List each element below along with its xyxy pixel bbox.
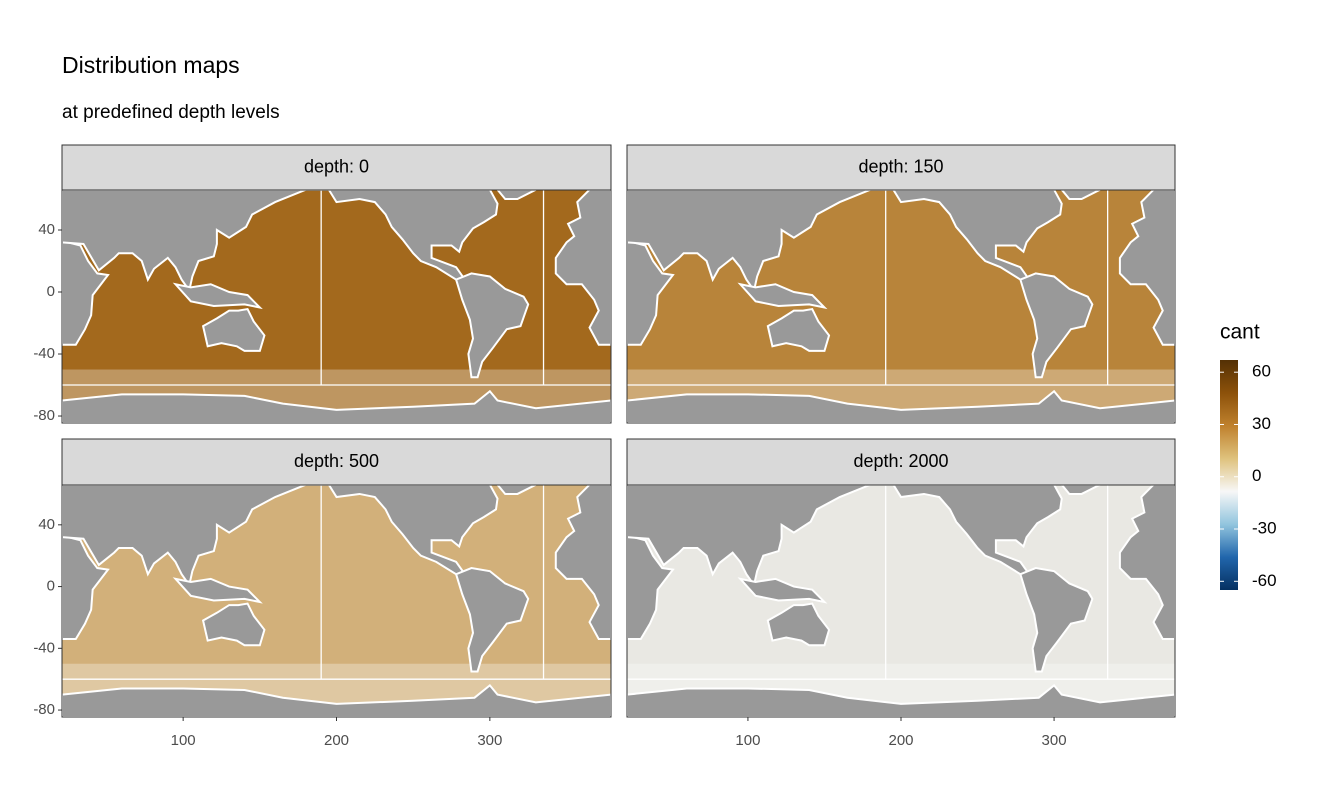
y-tick-label: -40: [33, 345, 55, 362]
panel-border: [626, 189, 1176, 424]
strip-label: depth: 150: [858, 156, 943, 176]
x-tick-label: 300: [477, 732, 502, 749]
y-tick-label: 40: [38, 516, 55, 533]
strip: [61, 438, 612, 486]
land: [305, 485, 499, 576]
land: [62, 190, 307, 293]
map: [627, 485, 1175, 717]
land: [766, 602, 831, 647]
y-tick-label: -80: [33, 701, 55, 718]
y-tick-label: 0: [47, 283, 55, 300]
x-tick-label: 200: [888, 732, 913, 749]
land: [201, 307, 266, 352]
x-tick-label: 100: [171, 732, 196, 749]
x-tick-label: 300: [1042, 732, 1067, 749]
strip-label: depth: 2000: [853, 451, 948, 471]
legend-tick-label: 0: [1252, 466, 1261, 485]
land: [1060, 485, 1101, 495]
y-tick-label: -80: [33, 407, 55, 424]
strip-label: depth: 0: [304, 156, 369, 176]
land: [627, 683, 1175, 717]
chart-subtitle: at predefined depth levels: [62, 102, 280, 123]
land: [496, 485, 537, 495]
land: [1019, 272, 1094, 379]
land: [172, 577, 263, 604]
land: [62, 683, 611, 717]
panel-border: [61, 189, 612, 424]
map: [62, 485, 611, 717]
land: [454, 272, 530, 379]
strip: [61, 144, 612, 191]
land: [766, 307, 831, 352]
y-tick-label: -40: [33, 639, 55, 656]
land: [496, 190, 537, 200]
legend-tick-label: -60: [1252, 571, 1277, 590]
map: [627, 190, 1175, 423]
land: [627, 190, 675, 346]
land: [1019, 567, 1094, 673]
land: [627, 389, 1175, 423]
y-tick-label: 0: [47, 578, 55, 595]
strip: [626, 438, 1176, 486]
land: [737, 282, 828, 310]
x-tick-label: 100: [735, 732, 760, 749]
land: [737, 577, 828, 604]
land: [1118, 190, 1175, 346]
land: [1060, 190, 1101, 200]
legend-title: cant: [1220, 321, 1260, 344]
strip-label: depth: 500: [294, 451, 379, 471]
x-tick-label: 200: [324, 732, 349, 749]
land: [870, 190, 1063, 281]
land: [870, 485, 1063, 576]
land: [62, 190, 110, 346]
land: [305, 190, 499, 281]
y-tick-label: 40: [38, 221, 55, 238]
land: [62, 485, 307, 588]
legend-tick-label: 30: [1252, 414, 1271, 433]
land: [1118, 485, 1175, 641]
land: [201, 602, 266, 647]
map: [62, 190, 611, 423]
land: [62, 485, 110, 641]
land: [172, 282, 263, 310]
land: [627, 485, 675, 641]
land: [627, 190, 871, 293]
land: [627, 485, 871, 588]
land: [554, 190, 611, 346]
legend-tick-label: 60: [1252, 362, 1271, 381]
land: [454, 567, 530, 673]
land: [554, 485, 611, 641]
legend-tick-label: -30: [1252, 518, 1277, 537]
chart-title: Distribution maps: [62, 52, 240, 78]
strip: [626, 144, 1176, 191]
land: [62, 389, 611, 423]
legend-bar: [1220, 360, 1238, 590]
